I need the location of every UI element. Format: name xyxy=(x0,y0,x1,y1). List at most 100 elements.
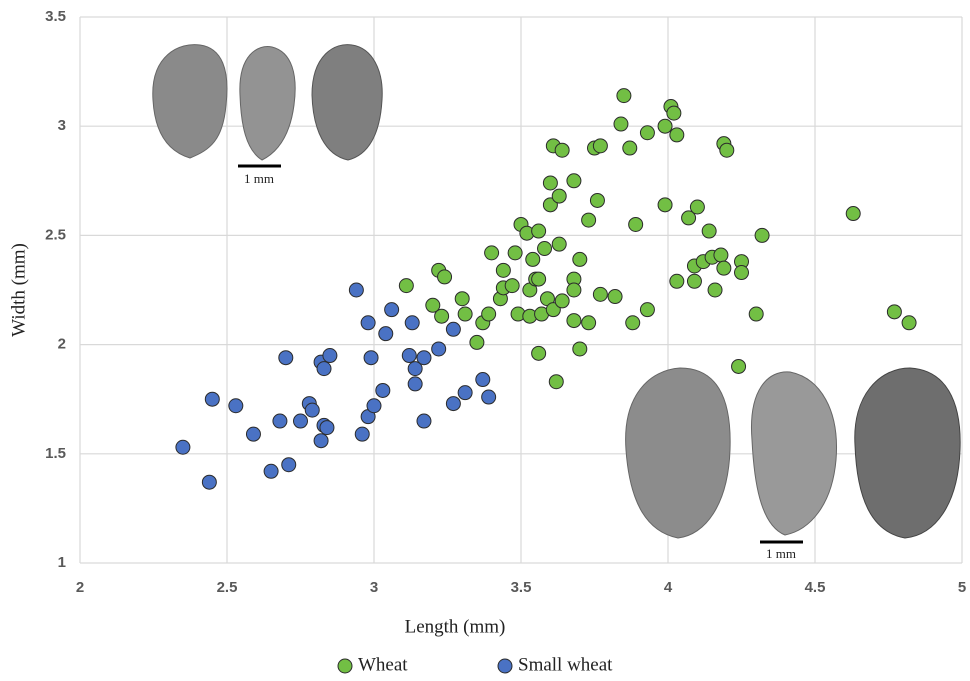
point xyxy=(592,138,608,154)
point xyxy=(572,341,588,357)
point xyxy=(481,389,497,405)
point xyxy=(669,127,685,143)
point xyxy=(378,326,394,342)
x-tick-label: 5 xyxy=(958,579,966,596)
x-tick-label: 4 xyxy=(664,579,673,596)
point xyxy=(484,245,500,261)
point xyxy=(566,282,582,298)
point xyxy=(293,413,308,429)
point xyxy=(845,206,861,222)
point xyxy=(701,223,717,239)
point xyxy=(622,140,638,156)
point xyxy=(554,142,570,158)
point xyxy=(686,273,702,289)
point xyxy=(281,457,297,473)
point xyxy=(445,321,461,337)
point xyxy=(204,391,220,407)
point xyxy=(639,302,655,318)
point xyxy=(457,385,473,401)
point xyxy=(886,304,902,320)
grain-images-top: 1 mm xyxy=(152,44,383,186)
point xyxy=(228,398,244,414)
legend-label: Wheat xyxy=(358,654,408,675)
y-tick-label: 3.5 xyxy=(45,8,66,25)
point xyxy=(434,308,450,324)
point xyxy=(716,260,732,276)
point xyxy=(666,105,682,121)
point xyxy=(304,402,320,418)
point xyxy=(398,278,414,294)
point xyxy=(531,345,547,361)
point xyxy=(404,315,420,331)
point xyxy=(525,251,541,267)
x-tick-label: 4.5 xyxy=(805,579,826,596)
point xyxy=(628,216,644,232)
y-tick-label: 1 xyxy=(58,554,66,571)
point xyxy=(316,361,332,377)
point xyxy=(322,348,338,364)
grain-image xyxy=(152,44,228,159)
y-tick-label: 2.5 xyxy=(45,226,66,243)
points xyxy=(175,88,917,490)
point xyxy=(731,358,747,374)
point xyxy=(481,306,497,322)
point xyxy=(407,361,423,377)
point xyxy=(681,210,697,226)
point xyxy=(754,227,770,243)
point xyxy=(366,398,382,414)
point xyxy=(425,297,441,313)
grain-image xyxy=(750,371,838,536)
point xyxy=(272,413,288,429)
point xyxy=(616,88,632,104)
point xyxy=(531,223,547,239)
point xyxy=(363,350,379,366)
point xyxy=(416,350,432,366)
point xyxy=(475,372,491,388)
y-tick-label: 1.5 xyxy=(45,445,66,462)
legend-marker xyxy=(497,658,513,674)
grain-image xyxy=(239,46,296,161)
point xyxy=(669,273,685,289)
x-tick-label: 2 xyxy=(76,579,84,596)
point xyxy=(713,247,729,263)
x-tick-label: 3 xyxy=(370,579,378,596)
point xyxy=(263,463,279,479)
point xyxy=(319,420,335,436)
point xyxy=(707,282,723,298)
point xyxy=(748,306,764,322)
point xyxy=(734,265,749,281)
point xyxy=(551,188,567,204)
point xyxy=(531,271,547,287)
point xyxy=(719,142,735,158)
point xyxy=(566,173,582,189)
point xyxy=(901,315,917,331)
point xyxy=(313,433,329,449)
x-tick-label: 2.5 xyxy=(217,579,238,596)
point xyxy=(175,439,191,455)
point xyxy=(581,315,597,331)
point xyxy=(278,350,294,366)
x-tick-label: 3.5 xyxy=(511,579,532,596)
point xyxy=(454,291,470,307)
point xyxy=(360,315,376,331)
point xyxy=(566,313,582,329)
point xyxy=(401,348,417,364)
point xyxy=(689,199,705,215)
point xyxy=(551,236,567,252)
grain-images-bottom: 1 mm xyxy=(625,367,961,561)
point xyxy=(457,306,473,322)
point xyxy=(384,302,400,318)
point xyxy=(589,192,605,208)
scale-label: 1 mm xyxy=(766,546,796,561)
scale-label: 1 mm xyxy=(244,171,274,186)
point xyxy=(348,282,364,298)
point xyxy=(542,175,558,191)
point xyxy=(625,315,641,331)
y-tick-label: 3 xyxy=(58,117,66,134)
y-tick-label: 2 xyxy=(58,336,66,353)
point xyxy=(431,341,447,357)
point xyxy=(495,262,511,278)
point xyxy=(504,278,520,294)
point xyxy=(201,474,217,490)
